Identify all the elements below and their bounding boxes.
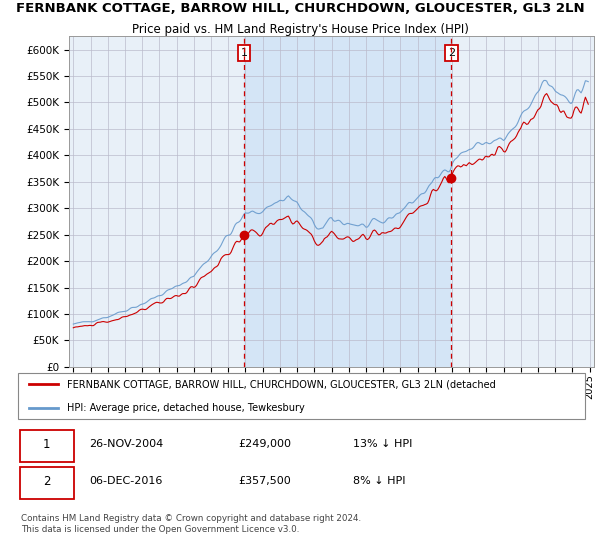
FancyBboxPatch shape <box>20 467 74 498</box>
Text: 13% ↓ HPI: 13% ↓ HPI <box>353 439 412 449</box>
Text: 2: 2 <box>43 474 50 488</box>
Text: FERNBANK COTTAGE, BARROW HILL, CHURCHDOWN, GLOUCESTER, GL3 2LN (detached: FERNBANK COTTAGE, BARROW HILL, CHURCHDOW… <box>67 379 496 389</box>
Text: Contains HM Land Registry data © Crown copyright and database right 2024.
This d: Contains HM Land Registry data © Crown c… <box>21 514 361 534</box>
Text: 1: 1 <box>43 437 50 451</box>
FancyBboxPatch shape <box>20 430 74 461</box>
Text: 1: 1 <box>241 48 248 58</box>
FancyBboxPatch shape <box>18 373 585 419</box>
Text: 26-NOV-2004: 26-NOV-2004 <box>89 439 164 449</box>
Text: £249,000: £249,000 <box>238 439 292 449</box>
Text: HPI: Average price, detached house, Tewkesbury: HPI: Average price, detached house, Tewk… <box>67 403 304 413</box>
Bar <box>244 36 451 367</box>
Text: 2: 2 <box>448 48 455 58</box>
Text: Price paid vs. HM Land Registry's House Price Index (HPI): Price paid vs. HM Land Registry's House … <box>131 22 469 36</box>
Text: 8% ↓ HPI: 8% ↓ HPI <box>353 476 406 486</box>
Text: FERNBANK COTTAGE, BARROW HILL, CHURCHDOWN, GLOUCESTER, GL3 2LN: FERNBANK COTTAGE, BARROW HILL, CHURCHDOW… <box>16 2 584 15</box>
Text: £357,500: £357,500 <box>238 476 291 486</box>
Text: 06-DEC-2016: 06-DEC-2016 <box>89 476 163 486</box>
